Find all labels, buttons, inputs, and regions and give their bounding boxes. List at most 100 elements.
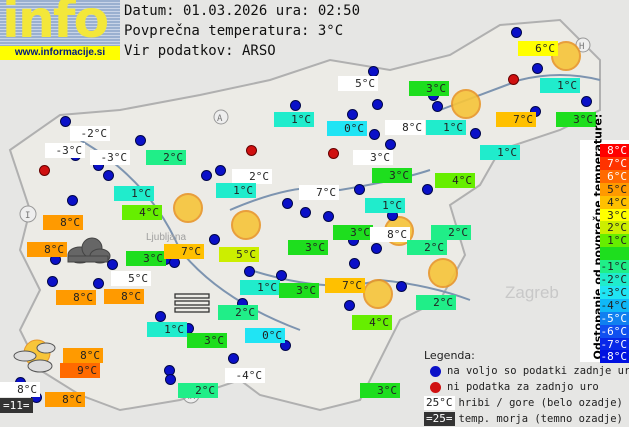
station-dot[interactable] bbox=[165, 374, 176, 385]
logo-url[interactable]: www.informacije.si bbox=[0, 46, 120, 60]
temperature-label: 2°C bbox=[232, 169, 272, 184]
scale-row: -5°C bbox=[600, 311, 629, 325]
station-dot[interactable] bbox=[372, 99, 383, 110]
scale-row: -2°C bbox=[600, 273, 629, 286]
station-dot[interactable] bbox=[135, 135, 146, 146]
station-dot[interactable] bbox=[209, 234, 220, 245]
sun-icon bbox=[428, 258, 458, 288]
sun-icon bbox=[363, 279, 393, 309]
legend-mountain: hribi / gore (belo ozadje) bbox=[458, 397, 623, 409]
station-dot[interactable] bbox=[282, 198, 293, 209]
temperature-label: 3°C bbox=[360, 383, 400, 398]
station-dot[interactable] bbox=[347, 109, 358, 120]
scale-row: 6°C bbox=[600, 169, 629, 183]
station-dot[interactable] bbox=[385, 139, 396, 150]
station-dot[interactable] bbox=[103, 170, 114, 181]
country-marker-i bbox=[19, 205, 37, 223]
station-dot[interactable] bbox=[93, 278, 104, 289]
station-dot[interactable] bbox=[470, 128, 481, 139]
station-dot[interactable] bbox=[354, 184, 365, 195]
country-marker-a bbox=[213, 109, 229, 125]
legend-blue: na voljo so podatki zadnje ure bbox=[447, 365, 629, 377]
logo[interactable]: info www.informacije.si bbox=[0, 0, 120, 60]
temperature-label: 1°C bbox=[540, 78, 580, 93]
station-dot[interactable] bbox=[369, 129, 380, 140]
station-dot[interactable] bbox=[228, 353, 239, 364]
station-dot[interactable] bbox=[67, 195, 78, 206]
station-dot[interactable] bbox=[276, 270, 287, 281]
temperature-label: 1°C bbox=[216, 183, 256, 198]
temperature-label: 3°C bbox=[353, 150, 393, 165]
station-dot[interactable] bbox=[290, 100, 301, 111]
scale-row: -3°C bbox=[600, 285, 629, 299]
temperature-label: 5°C bbox=[219, 247, 259, 262]
temperature-label: 2°C bbox=[218, 305, 258, 320]
station-dot[interactable] bbox=[280, 340, 291, 351]
temperature-label: 8°C bbox=[385, 120, 425, 135]
temperature-label: 0°C bbox=[327, 121, 367, 136]
temperature-label: 1°C bbox=[114, 186, 154, 201]
scale-row: 8°C bbox=[600, 144, 629, 157]
station-dot[interactable] bbox=[60, 116, 71, 127]
station-dot[interactable] bbox=[300, 207, 311, 218]
legend-mountain-sample: 25°C bbox=[424, 396, 455, 410]
temperature-label: 2°C bbox=[407, 240, 447, 255]
temperature-label: 8°C bbox=[370, 227, 410, 242]
temperature-label: 1°C bbox=[240, 280, 280, 295]
station-dot[interactable] bbox=[432, 101, 443, 112]
scale-row: 7°C bbox=[600, 156, 629, 170]
station-dot[interactable] bbox=[532, 63, 543, 74]
temperature-label: 3°C bbox=[279, 283, 319, 298]
station-dot[interactable] bbox=[422, 184, 433, 195]
temperature-label: 1°C bbox=[147, 322, 187, 337]
temperature-label: 8°C bbox=[27, 242, 67, 257]
station-dot[interactable] bbox=[155, 311, 166, 322]
temperature-label: =11= bbox=[0, 398, 33, 413]
temperature-label: 2°C bbox=[178, 383, 218, 398]
temperature-label: 9°C bbox=[60, 363, 100, 378]
temperature-label: 8°C bbox=[45, 392, 85, 407]
station-dot[interactable] bbox=[215, 165, 226, 176]
station-dot[interactable] bbox=[201, 170, 212, 181]
station-dot[interactable] bbox=[107, 259, 118, 270]
scale-row: 3°C bbox=[600, 208, 629, 222]
station-dot[interactable] bbox=[581, 96, 592, 107]
temperature-label: 3°C bbox=[187, 333, 227, 348]
temperature-label: 7°C bbox=[299, 185, 339, 200]
temperature-label: 7°C bbox=[496, 112, 536, 127]
scale-row bbox=[600, 247, 629, 261]
temperature-label: 2°C bbox=[146, 150, 186, 165]
logo-text: info bbox=[2, 0, 109, 50]
temperature-label: 7°C bbox=[325, 278, 365, 293]
temperature-label: 4°C bbox=[352, 315, 392, 330]
station-dot[interactable] bbox=[344, 300, 355, 311]
station-dot-missing[interactable] bbox=[246, 145, 257, 156]
legend: Legenda: na voljo so podatki zadnje ure … bbox=[424, 349, 629, 427]
legend-sea-sample: =25= bbox=[424, 412, 455, 426]
temperature-label: 2°C bbox=[416, 295, 456, 310]
average-temperature: Povprečna temperatura: 3°C bbox=[124, 23, 344, 39]
scale-row: 4°C bbox=[600, 195, 629, 209]
temperature-label: 0°C bbox=[245, 328, 285, 343]
temperature-label: 3°C bbox=[556, 112, 596, 127]
station-dot[interactable] bbox=[47, 276, 58, 287]
station-dot[interactable] bbox=[349, 258, 360, 269]
station-dot[interactable] bbox=[323, 211, 334, 222]
temperature-label: 3°C bbox=[126, 251, 166, 266]
temperature-label: 1°C bbox=[480, 145, 520, 160]
legend-sea: temp. morja (temno ozadje) bbox=[458, 413, 623, 425]
station-dot-missing[interactable] bbox=[328, 148, 339, 159]
station-dot[interactable] bbox=[244, 266, 255, 277]
station-dot[interactable] bbox=[511, 27, 522, 38]
sun-icon bbox=[451, 89, 481, 119]
temperature-label: 8°C bbox=[0, 382, 40, 397]
station-dot-missing[interactable] bbox=[508, 74, 519, 85]
station-dot[interactable] bbox=[371, 243, 382, 254]
temperature-label: 1°C bbox=[426, 120, 466, 135]
temperature-label: 1°C bbox=[365, 198, 405, 213]
station-dot[interactable] bbox=[396, 281, 407, 292]
station-dot-missing[interactable] bbox=[39, 165, 50, 176]
temperature-label: 5°C bbox=[338, 76, 378, 91]
temperature-label: -3°C bbox=[45, 143, 85, 158]
temperature-label: 8°C bbox=[43, 215, 83, 230]
